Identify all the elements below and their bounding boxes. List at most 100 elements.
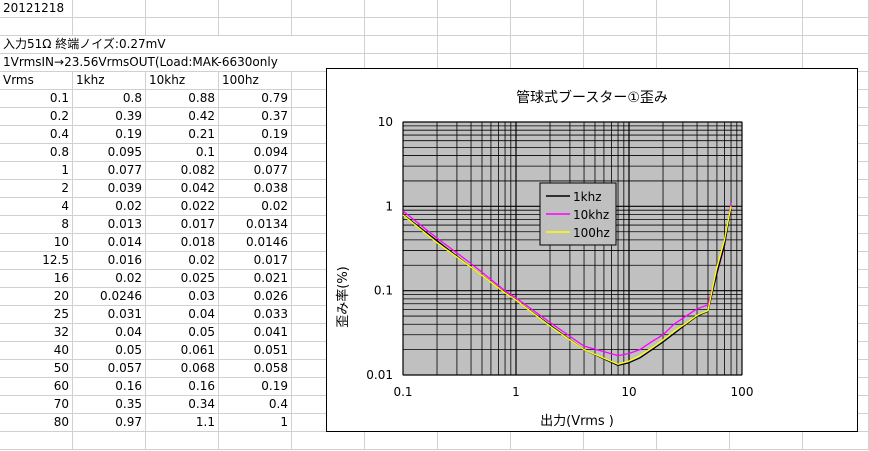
sheet-cell[interactable]: 1.1 — [146, 414, 219, 432]
sheet-cell[interactable]: 0.021 — [219, 270, 292, 288]
sheet-cell[interactable]: 0.05 — [73, 342, 146, 360]
sheet-cell[interactable]: 0.8 — [0, 144, 73, 162]
sheet-cell[interactable]: 50 — [0, 360, 73, 378]
sheet-cell[interactable] — [803, 36, 869, 54]
sheet-cell[interactable] — [73, 0, 146, 18]
sheet-cell[interactable] — [657, 0, 730, 18]
sheet-cell[interactable]: 0.19 — [73, 126, 146, 144]
sheet-cell[interactable]: 0.041 — [219, 324, 292, 342]
sheet-cell[interactable] — [365, 18, 438, 36]
sheet-cell[interactable]: 0.0246 — [73, 288, 146, 306]
sheet-cell[interactable]: 8 — [0, 216, 73, 234]
sheet-cell[interactable]: 0.02 — [73, 198, 146, 216]
sheet-cell[interactable] — [219, 432, 292, 450]
sheet-cell[interactable]: 80 — [0, 414, 73, 432]
sheet-cell[interactable] — [584, 0, 657, 18]
sheet-cell[interactable]: 0.017 — [219, 252, 292, 270]
sheet-cell[interactable]: 0.0134 — [219, 216, 292, 234]
sheet-cell[interactable]: 0.082 — [146, 162, 219, 180]
sheet-cell[interactable]: 20 — [0, 288, 73, 306]
sheet-cell[interactable] — [657, 432, 730, 450]
sheet-cell[interactable]: 0.16 — [146, 378, 219, 396]
sheet-cell[interactable] — [219, 54, 292, 72]
sheet-cell[interactable]: 1 — [219, 414, 292, 432]
sheet-cell[interactable] — [803, 432, 869, 450]
sheet-cell[interactable] — [365, 36, 438, 54]
sheet-cell[interactable] — [730, 36, 803, 54]
sheet-cell[interactable]: 1 — [0, 162, 73, 180]
sheet-cell[interactable]: 0.094 — [219, 144, 292, 162]
sheet-cell[interactable] — [511, 0, 584, 18]
sheet-cell[interactable] — [219, 36, 292, 54]
sheet-cell[interactable]: 0.1 — [0, 90, 73, 108]
sheet-cell[interactable]: Vrms — [0, 72, 73, 90]
sheet-cell[interactable] — [365, 0, 438, 18]
sheet-cell[interactable]: 4 — [0, 198, 73, 216]
sheet-cell[interactable] — [219, 18, 292, 36]
sheet-cell[interactable] — [511, 36, 584, 54]
sheet-cell[interactable]: 0.4 — [219, 396, 292, 414]
sheet-cell[interactable] — [146, 54, 219, 72]
sheet-cell[interactable] — [438, 432, 511, 450]
sheet-cell[interactable]: 0.04 — [73, 324, 146, 342]
sheet-cell[interactable] — [146, 36, 219, 54]
sheet-cell[interactable]: 0.16 — [73, 378, 146, 396]
sheet-cell[interactable]: 0.077 — [219, 162, 292, 180]
sheet-cell[interactable] — [73, 36, 146, 54]
sheet-cell[interactable] — [146, 432, 219, 450]
sheet-cell[interactable]: 入力51Ω 終端ノイズ:0.27mV — [0, 36, 166, 54]
sheet-cell[interactable]: 0.02 — [146, 252, 219, 270]
sheet-cell[interactable] — [438, 36, 511, 54]
sheet-cell[interactable]: 40 — [0, 342, 73, 360]
sheet-cell[interactable]: 0.05 — [146, 324, 219, 342]
sheet-cell[interactable]: 12.5 — [0, 252, 73, 270]
sheet-cell[interactable]: 0.058 — [219, 360, 292, 378]
sheet-cell[interactable]: 0.8 — [73, 90, 146, 108]
sheet-cell[interactable]: 0.018 — [146, 234, 219, 252]
sheet-cell[interactable]: 0.026 — [219, 288, 292, 306]
sheet-cell[interactable]: 16 — [0, 270, 73, 288]
sheet-cell[interactable] — [0, 432, 73, 450]
sheet-cell[interactable]: 0.19 — [219, 126, 292, 144]
sheet-cell[interactable]: 0.34 — [146, 396, 219, 414]
sheet-cell[interactable]: 10khz — [146, 72, 219, 90]
sheet-cell[interactable]: 0.35 — [73, 396, 146, 414]
sheet-cell[interactable]: 0.025 — [146, 270, 219, 288]
sheet-cell[interactable] — [803, 0, 869, 18]
sheet-cell[interactable]: 0.039 — [73, 180, 146, 198]
sheet-cell[interactable]: 0.39 — [73, 108, 146, 126]
sheet-cell[interactable]: 0.19 — [219, 378, 292, 396]
sheet-cell[interactable]: 0.061 — [146, 342, 219, 360]
sheet-cell[interactable]: 0.03 — [146, 288, 219, 306]
sheet-cell[interactable] — [438, 0, 511, 18]
sheet-cell[interactable] — [219, 0, 292, 18]
sheet-cell[interactable] — [292, 36, 365, 54]
sheet-cell[interactable]: 0.022 — [146, 198, 219, 216]
sheet-cell[interactable] — [0, 18, 73, 36]
sheet-cell[interactable] — [73, 54, 146, 72]
sheet-cell[interactable]: 0.031 — [73, 306, 146, 324]
sheet-cell[interactable]: 0.017 — [146, 216, 219, 234]
sheet-cell[interactable] — [584, 432, 657, 450]
sheet-cell[interactable]: 0.4 — [0, 126, 73, 144]
sheet-cell[interactable]: 32 — [0, 324, 73, 342]
sheet-cell[interactable] — [73, 432, 146, 450]
sheet-cell[interactable]: 0.42 — [146, 108, 219, 126]
sheet-cell[interactable] — [292, 432, 365, 450]
sheet-cell[interactable]: 70 — [0, 396, 73, 414]
sheet-cell[interactable]: 0.02 — [73, 270, 146, 288]
sheet-cell[interactable]: 0.057 — [73, 360, 146, 378]
chart-object[interactable]: 管球式ブースター①歪み 0.1 1 10 100 10 1 0.1 0.01 出力(Vrms… — [326, 68, 858, 432]
sheet-cell[interactable] — [511, 18, 584, 36]
sheet-cell[interactable]: 0.014 — [73, 234, 146, 252]
sheet-cell[interactable]: 0.04 — [146, 306, 219, 324]
sheet-cell[interactable]: 0.2 — [0, 108, 73, 126]
sheet-cell[interactable] — [657, 36, 730, 54]
sheet-cell[interactable]: 1khz — [73, 72, 146, 90]
sheet-cell[interactable]: 60 — [0, 378, 73, 396]
sheet-cell[interactable] — [292, 0, 365, 18]
sheet-cell[interactable]: 0.016 — [73, 252, 146, 270]
sheet-cell[interactable] — [730, 432, 803, 450]
sheet-cell[interactable] — [584, 18, 657, 36]
sheet-cell[interactable]: 0.038 — [219, 180, 292, 198]
